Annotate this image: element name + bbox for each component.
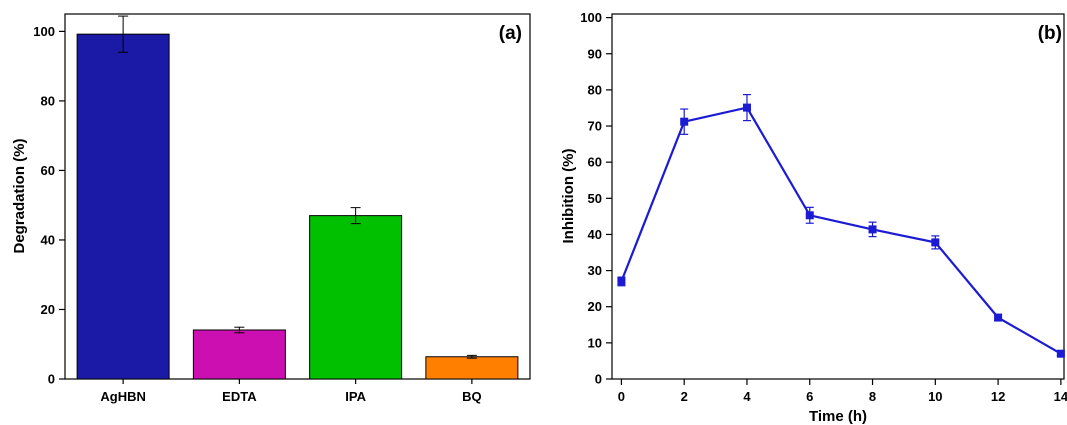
data-point: [931, 238, 940, 247]
data-point: [617, 277, 626, 286]
y-tick-label-b: 100: [580, 10, 602, 25]
x-axis-label-b: Time (h): [809, 408, 867, 425]
y-tick-label-a: 60: [41, 163, 55, 178]
x-tick-label-b: 0: [618, 389, 625, 404]
y-axis-label-b: Inhibition (%): [560, 149, 577, 244]
bar: [192, 329, 286, 380]
y-axis-a: 0 20 40 60 80 100: [33, 24, 65, 387]
data-point: [994, 313, 1003, 322]
x-tick-label-b: 6: [806, 389, 813, 404]
x-tick-label-b: 14: [1054, 389, 1067, 404]
y-tick-label-b: 70: [588, 119, 602, 134]
y-tick-label-b: 20: [588, 299, 602, 314]
plot-frame-b: [611, 13, 1065, 380]
plot-frame-a: [64, 13, 531, 380]
y-tick-label-b: 80: [588, 82, 602, 97]
data-point: [680, 117, 689, 126]
y-tick-label-a: 0: [48, 372, 55, 387]
x-tick-label-b: 4: [743, 389, 751, 404]
x-tick-label-a: IPA: [345, 389, 366, 404]
data-point: [1056, 349, 1065, 358]
bars-a: [76, 15, 519, 380]
x-axis-b: 0 2 4 6 8 10 12 14: [618, 379, 1067, 404]
data-point: [805, 211, 814, 220]
bar: [309, 215, 403, 380]
y-tick-label-a: 40: [41, 232, 55, 247]
y-axis-b: 0 10 20 30 40 50 60 70 80 90 100: [580, 10, 612, 387]
series-line: [620, 106, 1062, 355]
y-tick-label-b: 50: [588, 191, 602, 206]
y-tick-label-b: 60: [588, 155, 602, 170]
y-tick-label-b: 10: [588, 335, 602, 350]
data-point: [742, 103, 751, 112]
series-b: [617, 93, 1065, 358]
x-axis-a: AgHBN EDTA IPA BQ: [100, 379, 482, 404]
panel-label-a: (a): [499, 23, 522, 44]
bar: [76, 33, 170, 380]
y-tick-label-b: 30: [588, 263, 602, 278]
y-tick-label-a: 80: [41, 93, 55, 108]
x-tick-label-a: BQ: [462, 389, 482, 404]
data-point: [868, 225, 877, 234]
y-tick-label-b: 0: [595, 372, 602, 387]
x-tick-label-b: 12: [991, 389, 1005, 404]
y-tick-label-b: 40: [588, 227, 602, 242]
y-tick-label-a: 20: [41, 302, 55, 317]
x-tick-label-b: 10: [928, 389, 942, 404]
chart-b: 0 10 20 30 40 50 60 70 80 90 100 0 2 4 6 8 10 12 14 (b) I…: [560, 10, 1067, 425]
y-axis-label-a: Degradation (%): [11, 138, 28, 253]
panel-label-b: (b): [1038, 23, 1062, 44]
x-tick-label-a: EDTA: [222, 389, 257, 404]
y-tick-label-a: 100: [33, 24, 55, 39]
bar: [425, 356, 519, 380]
x-tick-label-b: 8: [869, 389, 876, 404]
chart-a: 0 20 40 60 80 100 AgHBN EDTA IPA BQ (a) Degradat…: [11, 13, 531, 404]
x-tick-label-a: AgHBN: [100, 389, 146, 404]
x-tick-label-b: 2: [681, 389, 688, 404]
y-tick-label-b: 90: [588, 46, 602, 61]
